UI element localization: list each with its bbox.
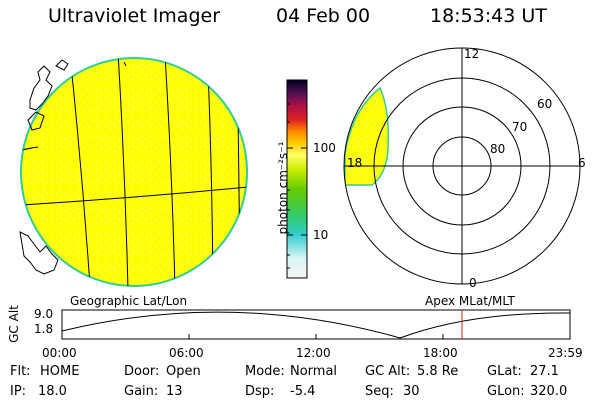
polar-label-lat: 80 [490, 142, 506, 156]
ip-value: 18.0 [38, 384, 67, 399]
map-title: Geographic Lat/Lon [70, 294, 188, 308]
mode-label: Mode: [245, 364, 285, 379]
polar-title: Apex MLat/MLT [425, 294, 515, 308]
altitude-xtick: 06:00 [169, 346, 204, 360]
seq-label: Seq: [365, 384, 394, 399]
colorbar [286, 79, 308, 279]
altitude-xtick: 23:59 [548, 346, 583, 360]
coastline-outlines [19, 59, 127, 275]
dsp-value: -5.4 [290, 384, 316, 399]
altitude-ylabel: GC Alt [7, 305, 21, 343]
altitude-ytick: 1.8 [34, 322, 54, 336]
glon-value: 320.0 [530, 384, 568, 399]
altitude-xtick: 12:00 [296, 346, 331, 360]
date-label: 04 Feb 00 [276, 5, 371, 27]
door-label: Door: [124, 364, 160, 379]
colorbar-tick: 10 [313, 228, 329, 242]
gcalt-label: GC Alt: [365, 364, 411, 379]
gain-label: Gain: [124, 384, 159, 399]
polar-label-lat: 60 [537, 97, 553, 111]
lat-lon-grid [21, 58, 247, 286]
glat-value: 27.1 [530, 364, 559, 379]
ip-label: IP: [10, 384, 27, 399]
altitude-xtick: 00:00 [42, 346, 77, 360]
altitude-ytick: 9.0 [34, 307, 54, 321]
polar-label-lat: 70 [512, 120, 528, 134]
instrument-title: Ultraviolet Imager [48, 5, 221, 27]
glon-label: GLon: [487, 384, 525, 399]
door-value: Open [166, 364, 201, 379]
polar-plot [343, 47, 581, 285]
altitude-xtick: 18:00 [423, 346, 458, 360]
flt-label: Flt: [10, 364, 31, 379]
time-label: 18:53:43 UT [430, 5, 547, 27]
colorbar-label: photon cm⁻²s⁻¹ [276, 141, 290, 235]
polar-label-mlt: 18 [347, 156, 363, 170]
flt-value: HOME [40, 364, 80, 379]
gain-value: 13 [166, 384, 183, 399]
polar-label-mlt: 12 [464, 47, 480, 61]
gcalt-value: 5.8 Re [417, 364, 459, 379]
mode-value: Normal [290, 364, 338, 379]
globe-image [19, 57, 248, 287]
seq-value: 30 [403, 384, 420, 399]
polar-label-mlt: 0 [469, 276, 477, 290]
glat-label: GLat: [487, 364, 522, 379]
altitude-plot [61, 309, 571, 340]
dsp-label: Dsp: [245, 384, 275, 399]
colorbar-tick: 100 [313, 141, 336, 155]
polar-label-mlt: 6 [578, 156, 586, 170]
